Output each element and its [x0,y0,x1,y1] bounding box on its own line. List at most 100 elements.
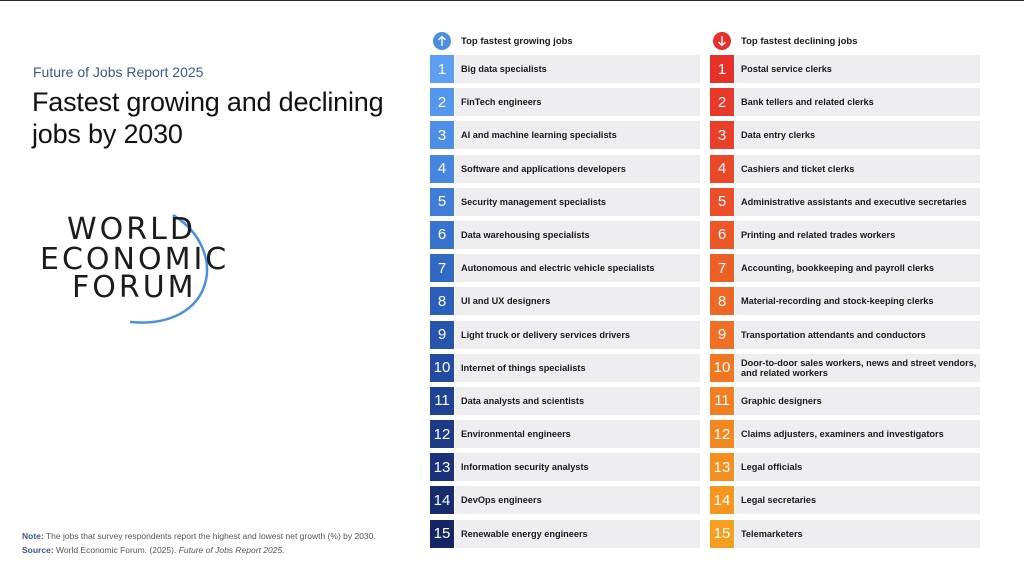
growing-rank-badge: 14 [430,486,454,515]
growing-job-row: 5 Security management specialists [430,187,700,216]
declining-job-label: Postal service clerks [735,55,980,83]
declining-rank-badge: 7 [710,254,734,283]
declining-rank-badge: 3 [710,121,734,150]
declining-job-label: Graphic designers [735,386,980,415]
declining-rank-badge: 11 [710,386,734,415]
declining-rank-badge: 9 [710,320,734,349]
growing-job-label: Renewable energy engineers [455,519,700,548]
declining-jobs-header: Top fastest declining jobs [710,30,980,52]
logo-word-economic: ECONOMIC [40,242,230,277]
growing-job-row: 13 Information security analysts [430,453,700,482]
growing-job-row: 6 Data warehousing specialists [430,220,700,249]
declining-job-row: 12 Claims adjusters, examiners and invest… [710,420,980,449]
declining-job-label: Administrative assistants and executive … [735,187,980,216]
arrow-up-icon [433,32,451,50]
declining-jobs-list: 1 Postal service clerks 2 Bank tellers and … [710,55,980,548]
growing-job-label: Light truck or delivery services drivers [455,320,700,349]
declining-rank-badge: 5 [710,187,734,216]
growing-job-label: Environmental engineers [455,420,700,449]
declining-job-row: 13 Legal officials [710,453,980,482]
growing-job-label: Big data specialists [455,55,700,83]
logo-arc [129,213,209,324]
growing-rank-badge: 3 [430,121,454,150]
growing-job-row: 14 DevOps engineers [430,486,700,515]
declining-rank-badge: 10 [710,353,734,382]
growing-rank-badge: 7 [430,254,454,283]
declining-job-label: Bank tellers and related clerks [735,88,980,117]
growing-jobs-list: 1 Big data specialists 2 FinTech engineers 3… [430,55,700,548]
growing-job-row: 2 FinTech engineers [430,88,700,117]
growing-job-row: 9 Light truck or delivery services driver… [430,320,700,349]
growing-job-row: 11 Data analysts and scientists [430,386,700,415]
growing-job-label: Information security analysts [455,453,700,482]
growing-job-row: 7 Autonomous and electric vehicle special… [430,254,700,283]
declining-job-label: Telemarketers [735,519,980,548]
declining-job-row: 5 Administrative assistants and executive… [710,187,980,216]
logo-word-world: WORLD [67,212,196,247]
growing-job-label: UI and UX designers [455,287,700,316]
declining-rank-badge: 12 [710,420,734,449]
growing-job-label: FinTech engineers [455,88,700,117]
declining-job-label: Material-recording and stock-keeping cle… [735,287,980,316]
growing-job-row: 8 UI and UX designers [430,287,700,316]
growing-job-row: 1 Big data specialists [430,55,700,83]
declining-job-row: 15 Telemarketers [710,519,980,548]
declining-job-label: Claims adjusters, examiners and investig… [735,420,980,449]
growing-rank-badge: 13 [430,453,454,482]
declining-job-row: 1 Postal service clerks [710,55,980,83]
growing-jobs-column: Top fastest growing jobs 1 Big data speci… [430,30,700,553]
growing-job-row: 15 Renewable energy engineers [430,519,700,548]
growing-rank-badge: 8 [430,287,454,316]
top-divider [0,0,1024,1]
growing-job-label: Security management specialists [455,187,700,216]
growing-job-row: 4 Software and applications developers [430,154,700,183]
declining-job-row: 2 Bank tellers and related clerks [710,88,980,117]
wef-logo: WORLD ECONOMIC FORUM [40,210,240,330]
growing-job-label: Autonomous and electric vehicle speciali… [455,254,700,283]
growing-job-label: DevOps engineers [455,486,700,515]
declining-job-row: 6 Printing and related trades workers [710,220,980,249]
growing-job-label: Data analysts and scientists [455,386,700,415]
growing-job-row: 3 AI and machine learning specialists [430,121,700,150]
growing-job-label: Software and applications developers [455,154,700,183]
growing-rank-badge: 5 [430,187,454,216]
declining-job-row: 8 Material-recording and stock-keeping cl… [710,287,980,316]
growing-job-row: 12 Environmental engineers [430,420,700,449]
declining-job-label: Accounting, bookkeeping and payroll cler… [735,254,980,283]
declining-rank-badge: 14 [710,486,734,515]
declining-job-label: Legal officials [735,453,980,482]
source-title: Future of Jobs Report 2025. [178,545,285,555]
declining-job-label: Printing and related trades workers [735,220,980,249]
declining-rank-badge: 15 [710,519,734,548]
source-line: Source: World Economic Forum. (2025). Fu… [22,543,376,557]
growing-job-label: Data warehousing specialists [455,220,700,249]
growing-rank-badge: 6 [430,220,454,249]
growing-rank-badge: 2 [430,88,454,117]
growing-rank-badge: 1 [430,55,454,83]
declining-job-row: 10 Door-to-door sales workers, news and s… [710,353,980,382]
arrow-down-icon [713,32,731,50]
declining-rank-badge: 8 [710,287,734,316]
growing-job-label: AI and machine learning specialists [455,121,700,150]
report-subtitle: Future of Jobs Report 2025 [33,64,204,80]
source-text: World Economic Forum. (2025). [56,545,177,555]
declining-jobs-column: Top fastest declining jobs 1 Postal servi… [710,30,980,553]
declining-rank-badge: 4 [710,154,734,183]
declining-job-row: 7 Accounting, bookkeeping and payroll cle… [710,254,980,283]
declining-job-row: 4 Cashiers and ticket clerks [710,154,980,183]
logo-word-forum: FORUM [72,270,197,305]
declining-job-label: Transportation attendants and conductors [735,320,980,349]
growing-jobs-heading: Top fastest growing jobs [461,35,573,47]
declining-job-row: 3 Data entry clerks [710,121,980,150]
declining-job-row: 9 Transportation attendants and conductor… [710,320,980,349]
declining-rank-badge: 6 [710,220,734,249]
growing-rank-badge: 9 [430,320,454,349]
growing-rank-badge: 12 [430,420,454,449]
declining-job-row: 11 Graphic designers [710,386,980,415]
growing-rank-badge: 10 [430,353,454,382]
growing-rank-badge: 4 [430,154,454,183]
declining-rank-badge: 1 [710,55,734,83]
declining-job-label: Legal secretaries [735,486,980,515]
declining-job-row: 14 Legal secretaries [710,486,980,515]
declining-rank-badge: 13 [710,453,734,482]
